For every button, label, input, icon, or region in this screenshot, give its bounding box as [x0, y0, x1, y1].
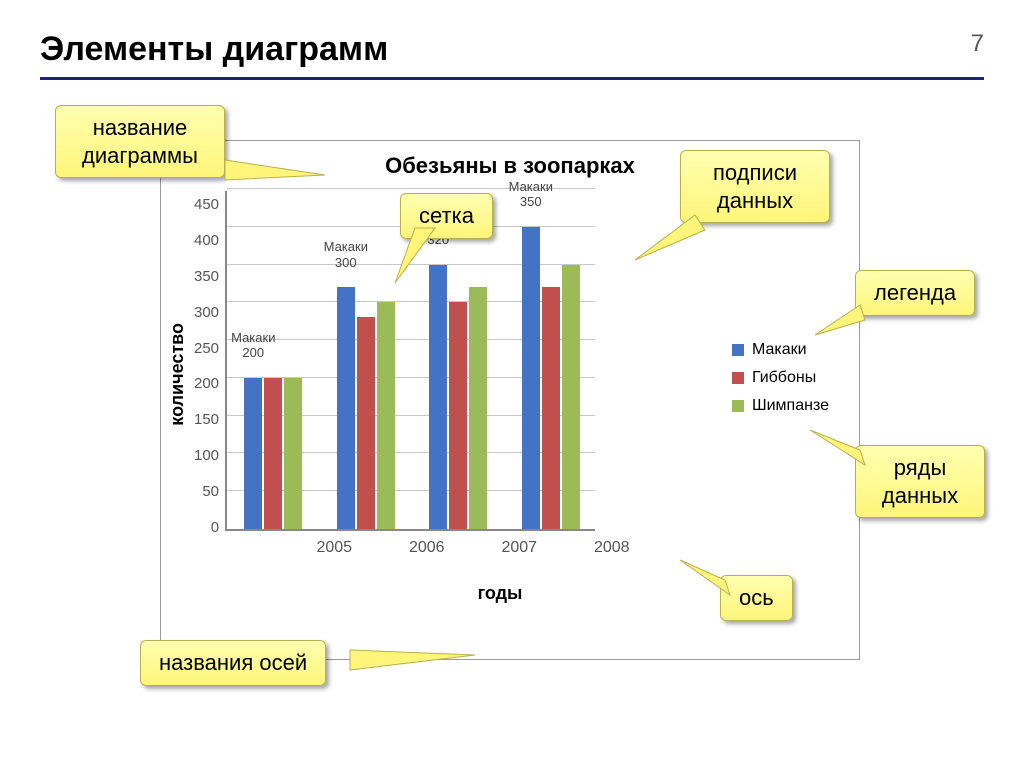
legend-label: Макаки — [752, 341, 807, 359]
x-tick-label: 2008 — [566, 539, 659, 557]
y-tick-label: 350 — [194, 268, 219, 285]
legend-swatch — [732, 372, 744, 384]
bar: Макаки200 — [244, 378, 262, 529]
y-axis-ticks: 450 400 350 300 250 200 150 100 50 0 — [194, 196, 225, 536]
callout-data-labels: подписиданных — [680, 150, 830, 223]
legend-label: Гиббоны — [752, 369, 816, 387]
x-axis-ticks: 2005200620072008 — [288, 539, 658, 557]
y-axis-title: количество — [161, 323, 194, 426]
bar — [542, 287, 560, 529]
x-tick-label: 2007 — [473, 539, 566, 557]
bar — [469, 287, 487, 529]
bar — [562, 265, 580, 529]
bar-group: Макаки300 — [337, 287, 395, 529]
bar: Макаки350 — [522, 227, 540, 529]
callout-chart-title: названиедиаграммы — [55, 105, 225, 178]
legend-swatch — [732, 344, 744, 356]
bar — [449, 302, 467, 529]
y-tick-label: 0 — [211, 519, 219, 536]
x-tick-label: 2006 — [381, 539, 474, 557]
callout-axis: ось — [720, 575, 793, 621]
callout-legend: легенда — [855, 270, 975, 316]
legend-label: Шимпанзе — [752, 397, 829, 415]
y-tick-label: 50 — [202, 483, 219, 500]
y-tick-label: 400 — [194, 232, 219, 249]
x-tick-label: 2005 — [288, 539, 381, 557]
plot-area: Макаки200Макаки300Макаки320Макаки350 — [225, 191, 595, 531]
data-label-value: 300 — [324, 255, 368, 271]
callout-grid: сетка — [400, 193, 493, 239]
legend-item: Макаки — [732, 341, 829, 359]
data-label-name: Макаки — [509, 179, 553, 195]
legend: Макаки Гиббоны Шимпанзе — [732, 331, 829, 425]
data-label-value: 200 — [231, 345, 275, 361]
bar — [264, 378, 282, 529]
data-label-value: 350 — [509, 194, 553, 210]
bar-group: Макаки200 — [244, 378, 302, 529]
bar — [377, 302, 395, 529]
data-label-name: Макаки — [231, 330, 275, 346]
page-number: 7 — [971, 30, 984, 58]
callout-axis-titles: названия осей — [140, 640, 326, 686]
y-tick-label: 450 — [194, 196, 219, 213]
y-tick-label: 250 — [194, 340, 219, 357]
legend-swatch — [732, 400, 744, 412]
y-tick-label: 300 — [194, 304, 219, 321]
legend-item: Шимпанзе — [732, 397, 829, 415]
slide-title: Элементы диаграмм — [40, 30, 984, 69]
legend-item: Гиббоны — [732, 369, 829, 387]
bar-group: Макаки350 — [522, 227, 580, 529]
y-tick-label: 200 — [194, 375, 219, 392]
y-tick-label: 150 — [194, 411, 219, 428]
y-tick-label: 100 — [194, 447, 219, 464]
title-rule — [40, 77, 984, 80]
data-label-name: Макаки — [324, 239, 368, 255]
bar: Макаки320 — [429, 265, 447, 529]
callout-data-series: рядыданных — [855, 445, 985, 518]
bar-group: Макаки320 — [429, 265, 487, 529]
bar — [357, 317, 375, 529]
bar — [284, 378, 302, 529]
bar: Макаки300 — [337, 287, 355, 529]
